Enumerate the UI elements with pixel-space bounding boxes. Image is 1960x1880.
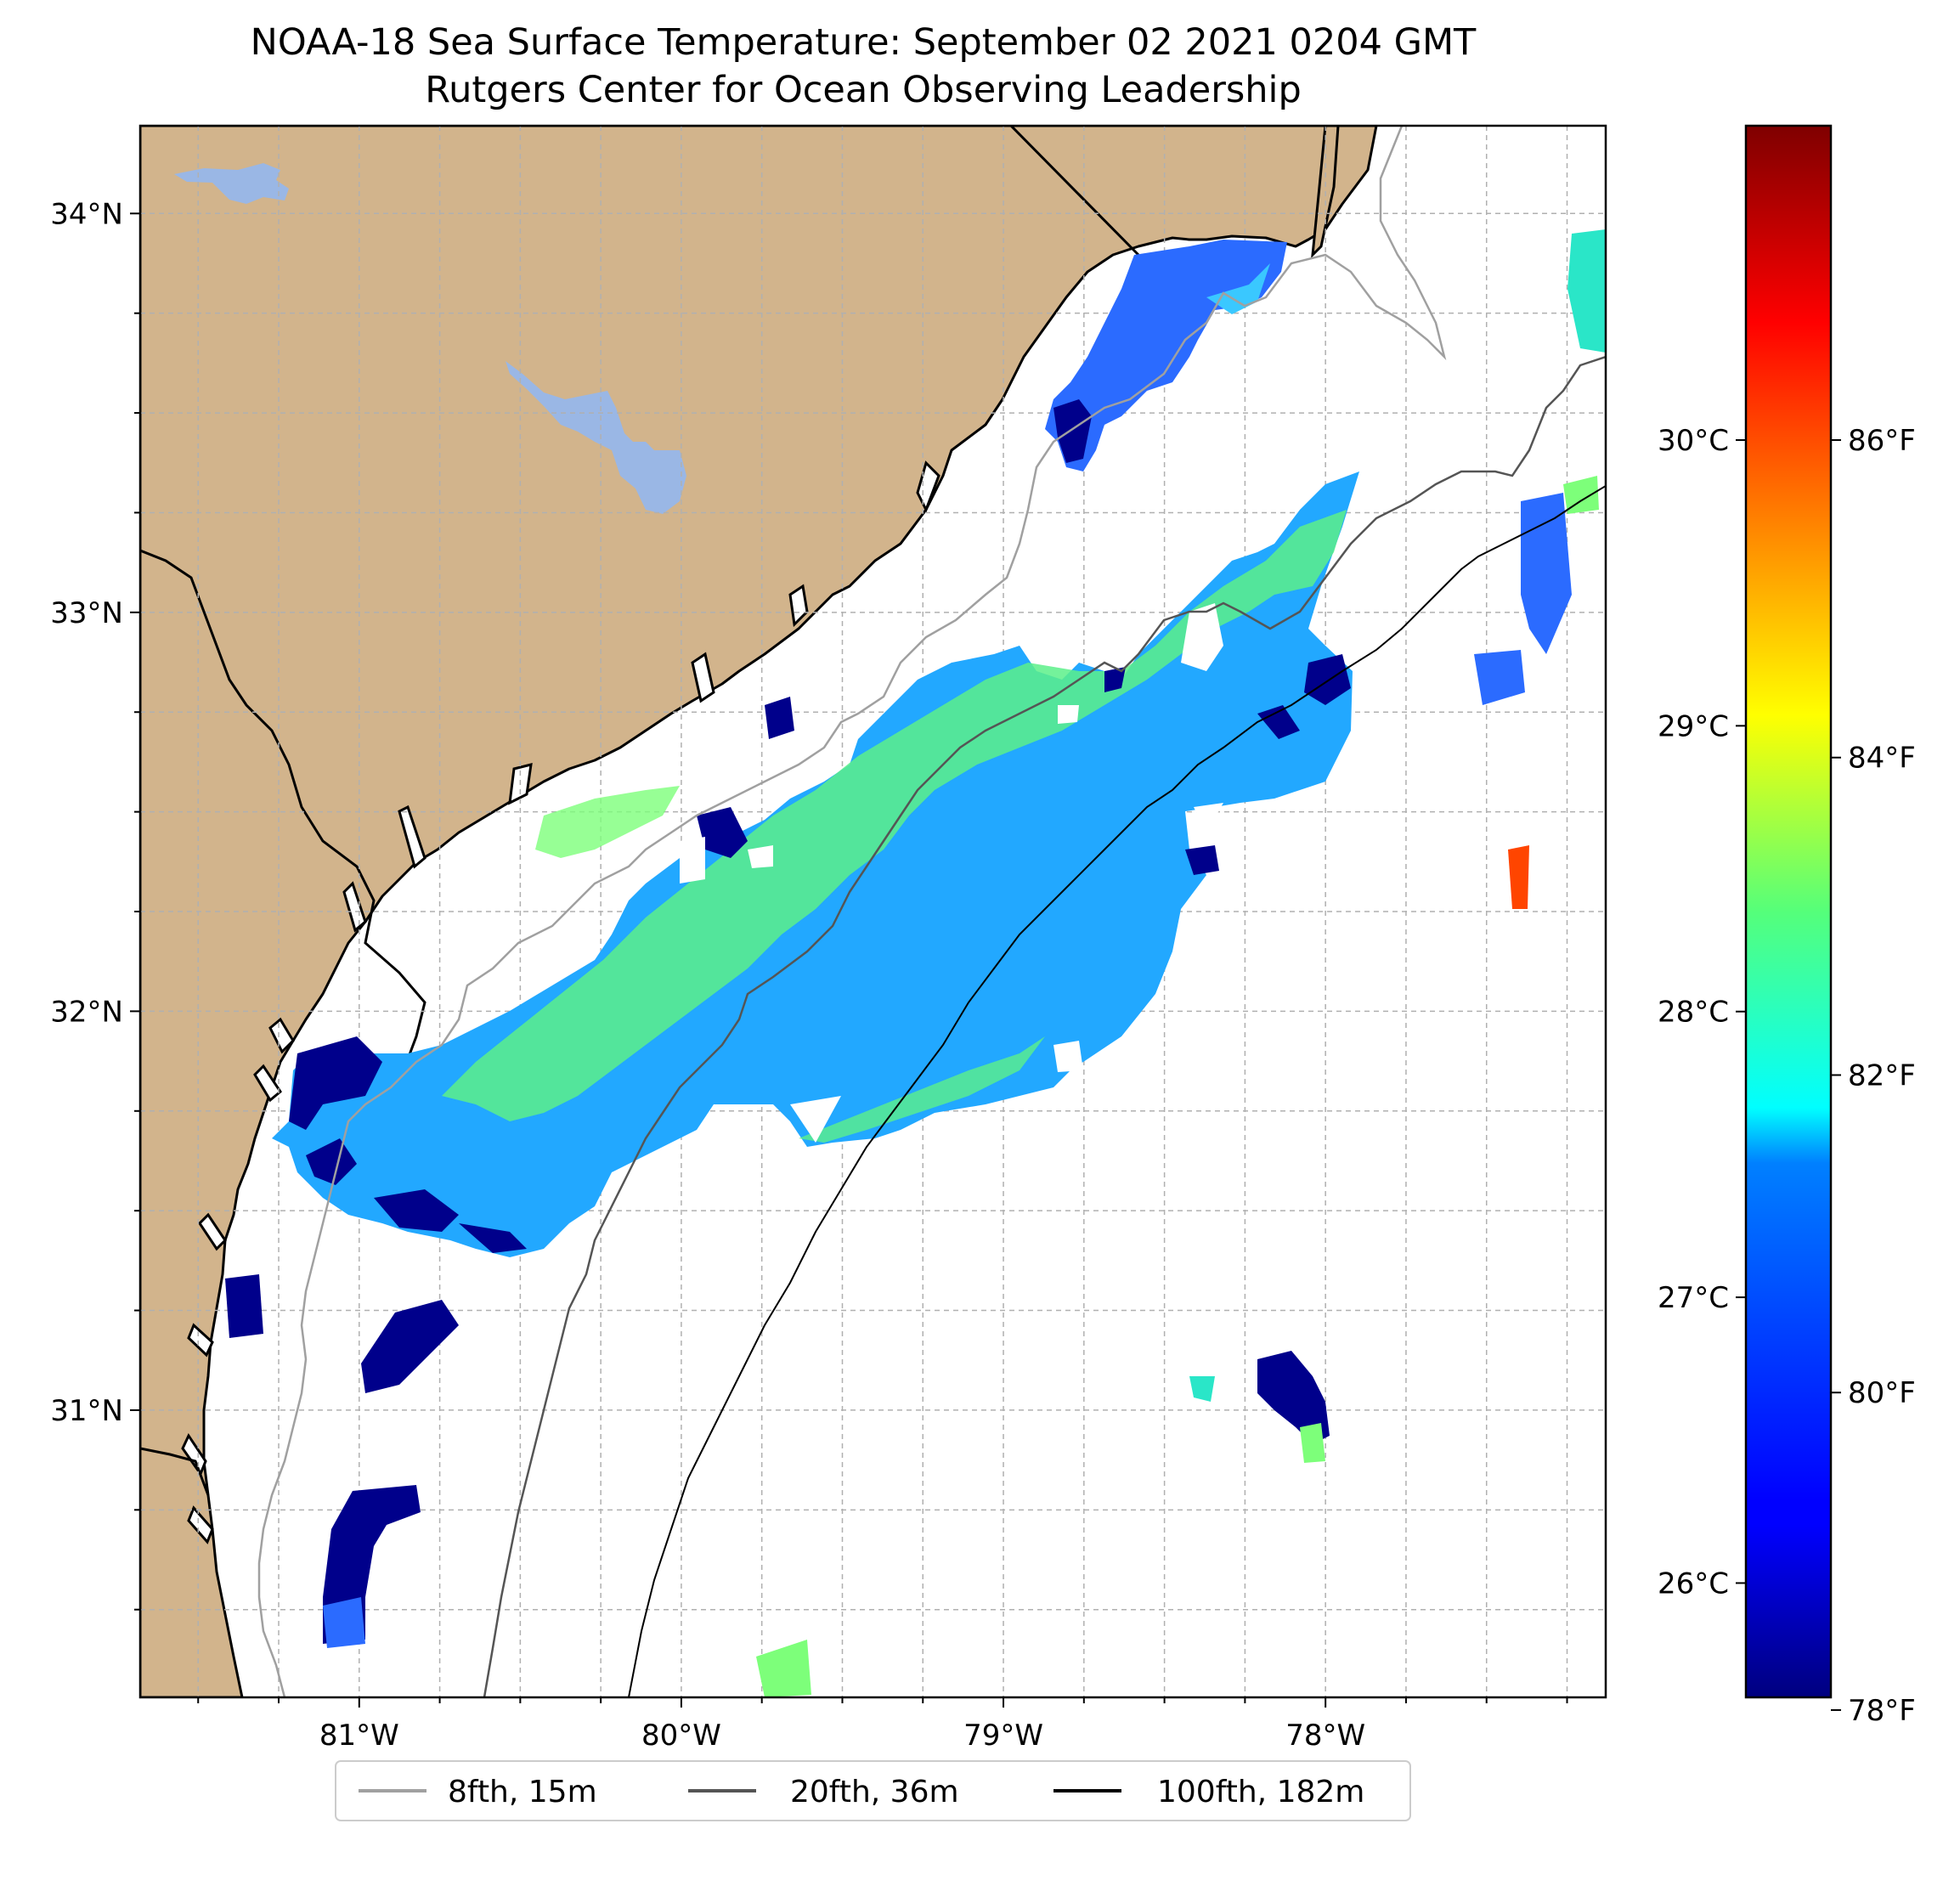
x-tick-label: 78°W [1285,1719,1365,1753]
contour-100fth [628,485,1606,1697]
lake-upper [174,163,289,204]
sst-fragment-3b [323,1597,365,1648]
chart-title: NOAA-18 Sea Surface Temperature: Septemb… [251,21,1477,64]
colorbar-celsius-label: 29°C [1658,709,1729,743]
colorbar: 26°C 27°C 28°C 29°C 30°C 78°F 80°F 82°F 84°F 86°… [1658,124,1916,1728]
colorbar-celsius-label: 28°C [1658,996,1729,1030]
colorbar-fahrenheit-label: 80°F [1848,1376,1916,1410]
lake-marion [506,361,686,514]
x-tick-label: 79°W [963,1719,1043,1753]
sst-cold-patches [289,654,1351,1253]
sst-cold-patch [1053,399,1092,463]
chart-subtitle: Rutgers Center for Ocean Observing Leade… [425,69,1302,111]
legend-label-20fth: 20fth, 36m [790,1775,959,1809]
sst-warm-band [442,510,1347,1121]
colorbar-celsius-ticks: 26°C 27°C 28°C 29°C 30°C [1658,424,1746,1601]
sst-fragment-9 [1474,650,1525,705]
colorbar-fahrenheit-label: 84°F [1848,742,1916,776]
y-tick-label: 34°N [50,197,123,231]
sst-fragment-4 [1257,1351,1330,1444]
colorbar-fahrenheit-label: 78°F [1848,1694,1916,1728]
x-tick-label: 81°W [319,1719,399,1753]
sst-warm-band-south [799,1036,1045,1143]
y-tick-label: 31°N [50,1394,123,1428]
sst-fragment-10 [1508,845,1529,909]
legend-box [335,1760,1411,1821]
colorbar-celsius-label: 30°C [1658,424,1729,458]
sst-fragment-2 [361,1300,459,1393]
colorbar-celsius-label: 26°C [1658,1567,1729,1601]
state-border [1009,126,1140,257]
sst-fragment-4b [1300,1423,1325,1463]
sst-fragment-11 [1563,476,1599,514]
x-tick-label: 80°W [641,1719,721,1753]
legend-label-100fth: 100fth, 182m [1157,1775,1364,1809]
barrier-island [1311,126,1340,259]
sst-nearshore-warm [535,786,680,858]
river-boundary [140,549,426,1101]
colorbar-celsius-label: 27°C [1658,1281,1729,1315]
sst-cloud-gaps [680,603,1223,1143]
colorbar-gradient [1744,124,1833,1699]
sst-fragment-6 [756,1640,811,1697]
land-mass [140,126,1378,1697]
colorbar-fahrenheit-label: 86°F [1848,424,1916,458]
coastal-inlets [181,460,940,1544]
contour-8fth [257,126,1447,1697]
sst-fragment-7 [1567,229,1606,353]
river-boundary-south [140,1447,210,1496]
sst-fragment-8 [1521,493,1572,654]
legend-label-8fth: 8fth, 15m [448,1775,597,1809]
colorbar-fahrenheit-ticks: 78°F 80°F 82°F 84°F 86°F [1831,424,1916,1728]
sst-fragment-1 [225,1274,263,1338]
legend: 8fth, 15m 20fth, 36m 100fth, 182m [335,1760,1411,1821]
y-axis: 34°N 33°N 32°N 31°N [50,197,140,1611]
contour-20fth [483,355,1606,1697]
x-axis: 81°W 80°W 79°W 78°W [197,1697,1568,1753]
y-tick-label: 32°N [50,995,123,1029]
colorbar-fahrenheit-label: 82°F [1848,1059,1916,1092]
y-tick-label: 33°N [50,596,123,630]
sst-fragment-5 [1189,1376,1215,1402]
